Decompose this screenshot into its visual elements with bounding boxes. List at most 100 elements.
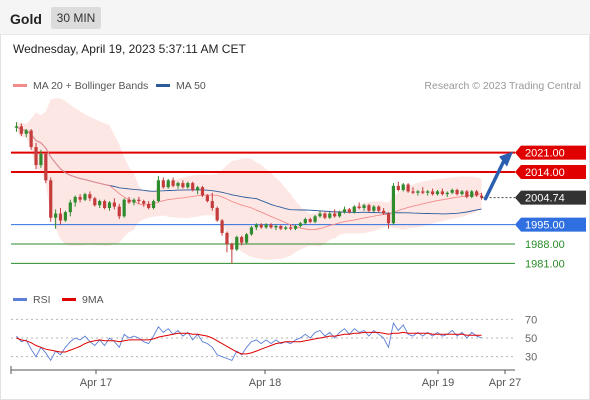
x-tick-label: Apr 17 [80,377,112,389]
candle-body [14,126,19,128]
rsi-line [16,321,482,362]
candle-body [107,202,112,208]
candle-body [132,199,136,203]
rsi-ma9-line [16,331,482,355]
ma9-label: 9MA [82,294,104,306]
candle-body [73,196,77,203]
candle-body [176,183,180,186]
candle-body [289,227,293,229]
ma20-line [16,125,482,231]
candle-body [318,213,322,217]
candle-body [465,191,469,197]
candle-body [102,201,107,208]
level-label: 1981.00 [525,258,565,270]
candle-body [161,180,165,188]
candle-body [293,226,298,229]
ma9-swatch [62,297,76,301]
candle-body [386,213,391,224]
level-badge-2021.00: 2021.00 [515,145,586,160]
candle-body [313,216,317,222]
candle-body [181,183,185,188]
legend-ma20: MA 20 + Bollinger Bands [13,80,148,92]
candle-body [435,191,440,195]
candle-body [298,223,303,226]
level-badge-bg [515,217,586,232]
rsi-swatch [13,297,27,301]
candle-body [147,203,151,208]
candle-body [357,206,361,208]
candle-body [470,191,474,197]
level-badge-bg [515,190,586,205]
candle-body [220,220,224,233]
candle-body [475,191,479,196]
bollinger-band-area [16,98,482,260]
candle-body [323,213,327,218]
timestamp: Wednesday, April 19, 2023 5:37:11 AM CET [13,42,246,56]
level-badge-2014.00: 2014.00 [515,165,586,179]
candle-body [372,206,376,211]
candle-body [396,185,400,190]
candle-body [200,187,205,196]
candle-body [127,199,131,203]
candle-body [445,192,449,195]
candle-body [29,130,33,148]
candle-body [479,195,484,198]
candle-body [230,244,234,250]
candle-body [352,206,356,213]
candle-body [39,154,43,166]
x-tick-label: Apr 19 [422,377,454,389]
candle-body [225,232,229,244]
candle-body [24,130,28,134]
candle-body [249,227,254,235]
candle-body [284,227,288,229]
candle-body [34,147,38,166]
candle-body [93,198,97,206]
candle-body [112,202,116,207]
timeframe-button[interactable]: 30 MIN [51,7,101,29]
legend-9ma: 9MA [62,294,104,306]
candle-body [259,224,263,228]
candle-body [303,219,307,224]
candle-body [151,201,156,208]
candle-body [235,237,239,250]
rsi-tick-label: 70 [525,314,537,326]
candle-body [342,209,347,213]
ma20-swatch [13,83,27,87]
level-badge-text: 2004.74 [525,193,565,205]
rsi-label: RSI [33,294,51,306]
candle-body [382,210,386,214]
candle-body [117,206,121,217]
candle-body [88,194,92,199]
candle-body [156,180,161,202]
candle-body [244,234,249,243]
header-bar: Gold 30 MIN [0,0,590,35]
candle-body [406,184,410,192]
candle-body [83,194,87,200]
rsi-tick-label: 30 [525,352,537,364]
candle-body [191,183,195,190]
level-badge-bg [515,145,586,160]
level-badge-text: 1995.00 [525,220,565,232]
candle-body [240,237,244,243]
instrument-title: Gold [10,11,42,27]
level-badge-bg [515,165,586,179]
ma50-swatch [156,83,170,87]
candle-body [460,191,464,195]
candle-body [171,180,175,186]
candle-body [328,213,332,218]
candle-body [44,154,48,181]
candle-body [347,209,351,213]
ma20-label: MA 20 + Bollinger Bands [33,80,149,92]
level-badge-text: 2021.00 [525,148,565,160]
legend-ma50: MA 50 [156,80,206,92]
projection-arrow-shaft [483,158,506,201]
x-tick-label: Apr 27 [489,377,521,389]
candle-body [440,191,444,195]
x-tick-label: Apr 18 [249,377,281,389]
candle-body [19,126,23,134]
candle-body [210,201,214,208]
candle-body [391,185,396,224]
candle-body [49,180,53,218]
candle-body [186,183,190,188]
